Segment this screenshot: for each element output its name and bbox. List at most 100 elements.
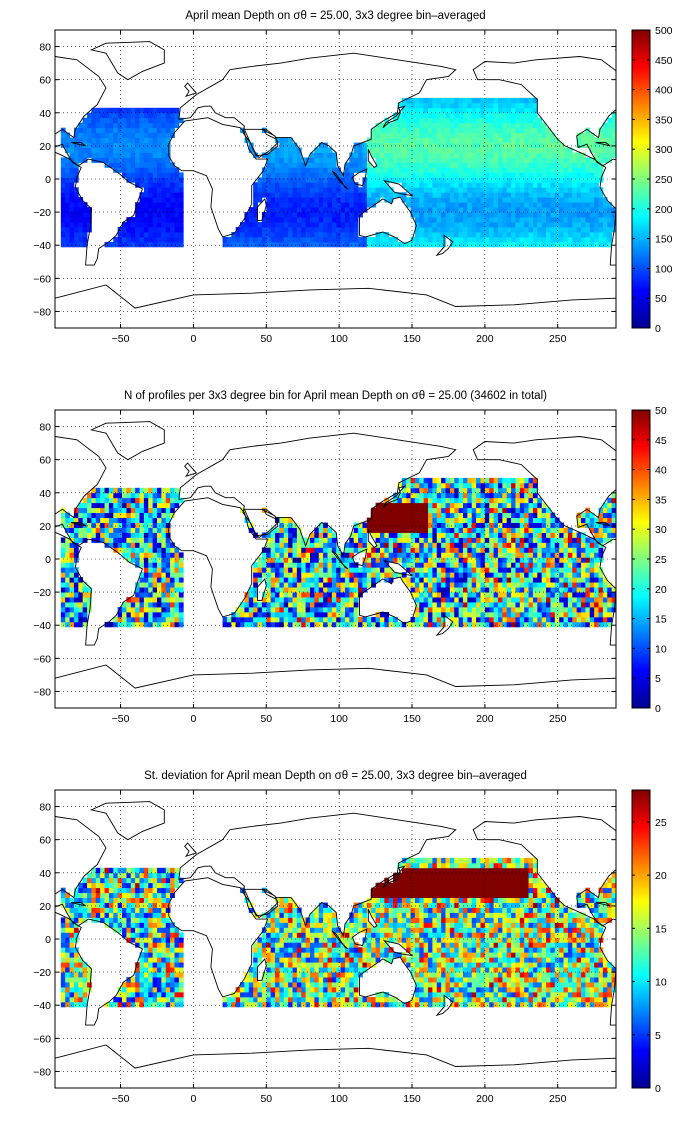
heatmap-cell <box>519 182 525 188</box>
heatmap-cell <box>511 236 516 243</box>
heatmap-cell <box>511 187 516 193</box>
heatmap-cell <box>170 182 175 188</box>
heatmap-cell <box>331 202 337 208</box>
heatmap-cell <box>327 167 333 173</box>
heatmap-cell <box>463 497 468 504</box>
heatmap-cell <box>165 227 171 233</box>
heatmap-cell <box>283 597 289 603</box>
heatmap-cell <box>82 611 88 618</box>
heatmap-cell <box>344 192 350 198</box>
heatmap-cell <box>489 192 494 198</box>
heatmap-cell <box>353 567 359 573</box>
heatmap-cell <box>161 241 167 248</box>
heatmap-cell <box>69 192 75 198</box>
heatmap-cell <box>349 542 355 548</box>
heatmap-cell <box>406 562 411 568</box>
heatmap-cell <box>143 197 149 203</box>
heatmap-cell <box>546 542 551 548</box>
heatmap-cell <box>607 132 613 139</box>
heatmap-cell <box>541 217 547 223</box>
heatmap-cell <box>546 616 551 623</box>
heatmap-cell <box>480 207 486 213</box>
heatmap-cell <box>537 616 543 623</box>
heatmap-cell <box>318 547 324 553</box>
heatmap-cell <box>463 537 468 543</box>
heatmap-cell <box>537 172 543 178</box>
heatmap-cell <box>139 602 145 608</box>
heatmap-cell <box>279 607 285 613</box>
heatmap-cell <box>323 152 328 158</box>
heatmap-cell <box>406 137 411 143</box>
heatmap-cell <box>463 217 468 223</box>
heatmap-cell <box>432 567 438 573</box>
heatmap-cell <box>310 602 315 608</box>
heatmap-cell <box>428 172 433 178</box>
heatmap-cell <box>384 527 390 533</box>
heatmap-cell <box>550 162 556 168</box>
heatmap-cell <box>362 142 368 148</box>
heatmap-cell <box>476 497 481 504</box>
heatmap-cell <box>69 602 75 608</box>
heatmap-cell <box>515 547 521 553</box>
heatmap-cell <box>69 182 75 188</box>
heatmap-cell <box>419 152 425 158</box>
heatmap-cell <box>165 512 171 519</box>
heatmap-cell <box>423 202 429 208</box>
heatmap-cell <box>375 572 381 578</box>
heatmap-cell <box>467 112 473 119</box>
heatmap-cell <box>471 621 477 628</box>
heatmap-cell <box>178 611 184 618</box>
heatmap-cell <box>480 172 486 178</box>
heatmap-cell <box>537 562 543 568</box>
heatmap-cell <box>559 537 564 543</box>
heatmap-cell <box>301 616 307 623</box>
heatmap-cell <box>449 137 455 143</box>
heatmap-cell <box>130 611 136 618</box>
heatmap-cell <box>371 152 376 158</box>
heatmap-cell <box>318 212 324 218</box>
heatmap-cell <box>441 142 446 148</box>
heatmap-cell <box>60 557 66 563</box>
heatmap-cell <box>550 231 556 238</box>
heatmap-cell <box>480 517 486 523</box>
heatmap-cell <box>441 507 446 514</box>
heatmap-cell <box>546 147 551 153</box>
heatmap-cell <box>388 621 394 628</box>
heatmap-cell <box>349 197 355 203</box>
heatmap-cell <box>454 227 460 233</box>
heatmap-cell <box>87 217 92 223</box>
heatmap-cell <box>537 212 543 218</box>
coastlines <box>55 41 616 328</box>
heatmap-cell <box>174 607 180 613</box>
heatmap-cell <box>519 137 525 143</box>
heatmap-cell <box>550 212 556 218</box>
heatmap-cell <box>78 532 84 538</box>
heatmap-cell <box>371 142 376 148</box>
heatmap-cell <box>401 137 407 143</box>
heatmap-cell <box>454 107 460 114</box>
heatmap-cell <box>113 487 119 494</box>
heatmap-cell <box>436 112 442 119</box>
heatmap-cell <box>91 147 97 153</box>
heatmap-cell <box>275 202 280 208</box>
heatmap-cell <box>454 217 460 223</box>
heatmap-cell <box>95 117 101 124</box>
heatmap-cell <box>515 177 521 183</box>
heatmap-cell <box>266 542 272 548</box>
heatmap-cell <box>152 167 158 173</box>
heatmap-cell <box>467 477 473 484</box>
heatmap-cell <box>113 522 119 528</box>
heatmap-cell <box>336 236 341 243</box>
chart-title: April mean Depth on σθ = 25.00, 3x3 degr… <box>185 10 485 22</box>
heatmap-cell <box>602 227 608 233</box>
heatmap-cell <box>310 582 315 588</box>
heatmap-cell <box>139 487 145 494</box>
heatmap-cell <box>283 202 289 208</box>
heatmap-cell <box>161 127 167 134</box>
heatmap-cell <box>60 567 66 573</box>
heatmap-cell <box>611 117 617 124</box>
heatmap-cell <box>506 241 512 248</box>
heatmap-cell <box>489 587 494 593</box>
heatmap-cells <box>60 477 617 628</box>
heatmap-cell <box>174 117 180 124</box>
